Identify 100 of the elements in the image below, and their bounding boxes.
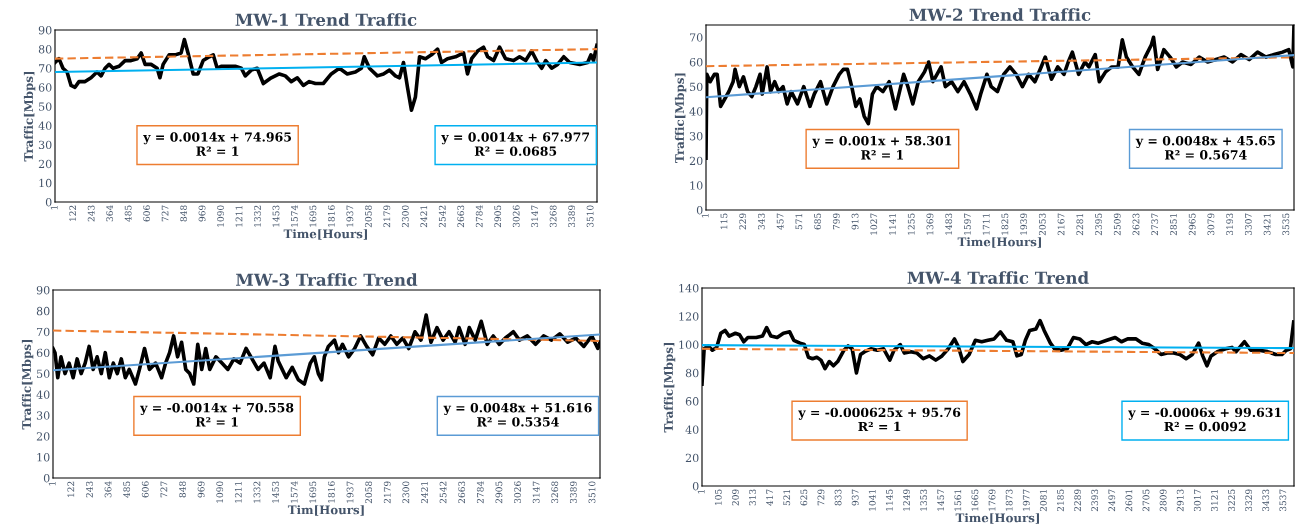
x-tick-label: 625 [800, 489, 808, 506]
annotation: y = 0.0048x + 51.616 R² = 0.5354 [443, 402, 592, 427]
x-tick-label: 3329 [1245, 489, 1253, 512]
x-tick-label: 2421 [420, 206, 428, 228]
x-tick-label: 417 [766, 489, 773, 506]
x-tick-label: 2913 [1176, 489, 1184, 512]
y-tick-label: 10 [690, 181, 703, 190]
y-tick-label: 80 [36, 306, 50, 316]
x-tick-label: 1977 [1022, 489, 1030, 511]
x-tick-label: 1825 [1001, 213, 1009, 235]
x-tick-label: 1041 [868, 490, 876, 511]
x-tick-label: 2809 [1159, 489, 1167, 512]
x-tick-label: 2784 [475, 205, 483, 228]
x-tick-label: 2905 [494, 205, 502, 228]
y-axis-title: Traffic[Mbps] [663, 342, 676, 433]
x-tick-label: 727 [160, 481, 168, 498]
x-tick-label: 243 [87, 205, 95, 222]
x-tick-label: 1369 [926, 213, 934, 235]
x-tick-label: 2905 [495, 481, 503, 504]
x-tick-label: 1937 [346, 481, 354, 503]
x-tick-label: 2393 [1091, 489, 1099, 512]
x-tick-label: 2509 [1113, 213, 1121, 236]
chart-title: MW-1 Trend Traffic [235, 13, 417, 27]
y-tick-label: 80 [38, 45, 52, 54]
y-tick-label: 0 [692, 481, 699, 491]
x-tick-label: 1816 [327, 205, 335, 227]
x-tick-label: 1353 [920, 489, 928, 511]
x-tick-label: 913 [851, 213, 859, 230]
x-tick-label: 2737 [1151, 213, 1159, 236]
y-tick-label: 70 [690, 33, 703, 42]
x-tick-label: 2167 [1057, 213, 1065, 236]
y-tick-label: 70 [39, 64, 52, 73]
y-tick-label: 50 [690, 82, 703, 92]
y-tick-label: 90 [38, 25, 52, 35]
x-tick-label: 1574 [291, 205, 298, 227]
x-tick-label: 2185 [1057, 489, 1064, 512]
x-tick-label: 2058 [365, 481, 373, 504]
x-tick-label: 833 [834, 489, 842, 506]
x-tick-label: 3389 [569, 481, 577, 504]
y-tick-label: 20 [36, 432, 50, 441]
x-tick-label: 799 [832, 213, 840, 230]
x-tick-label: 457 [776, 213, 784, 230]
x-axis-title: Tim[Hours] [287, 505, 364, 516]
x-tick-label: 2542 [438, 205, 446, 228]
annotation: y = -0.0006x + 99.631 R² = 0.0092 [1128, 407, 1281, 432]
y-tick-label: 0 [45, 197, 52, 207]
x-tick-label: 243 [86, 481, 93, 498]
x-tick-label: 1665 [971, 489, 979, 511]
x-tick-label: 3026 [514, 481, 521, 504]
x-tick-label: 485 [124, 205, 132, 222]
y-tick-label: 0 [696, 205, 703, 215]
annotation: y = 0.0014x + 74.965 R² = 1 [143, 132, 292, 156]
y-tick-label: 50 [39, 102, 52, 111]
x-tick-label: 2281 [1076, 214, 1084, 236]
x-tick-label: 2300 [402, 481, 410, 504]
x-tick-label: 606 [141, 481, 149, 498]
x-tick-label: 3079 [1207, 213, 1215, 236]
x-tick-label: 848 [180, 205, 187, 222]
x-tick-label: 1090 [217, 205, 224, 227]
x-tick-label: 2705 [1142, 489, 1150, 512]
x-tick-label: 1695 [309, 205, 317, 227]
x-tick-label: 727 [161, 205, 169, 222]
x-tick-label: 2965 [1188, 213, 1196, 236]
x-tick-label: 848 [179, 481, 186, 498]
x-tick-label: 3017 [1193, 489, 1201, 512]
x-tick-label: 1332 [254, 205, 261, 227]
y-tick-label: 30 [689, 131, 703, 141]
x-tick-label: 2851 [1170, 214, 1177, 236]
x-tick-label: 2421 [421, 482, 428, 504]
y-tick-label: 40 [689, 107, 703, 116]
y-tick-label: 0 [43, 473, 50, 483]
x-tick-label: 685 [814, 213, 821, 230]
x-tick-label: 1574 [290, 481, 298, 503]
y-tick-label: 120 [679, 312, 699, 321]
y-tick-label: 80 [685, 368, 699, 378]
x-tick-label: 521 [783, 490, 791, 506]
x-tick-label: 364 [106, 205, 114, 222]
annotation: y = -0.000625x + 95.76 R² = 1 [798, 407, 961, 432]
x-tick-label: 1873 [1005, 489, 1013, 511]
x-tick-label: 1561 [954, 490, 962, 511]
x-tick-label: 2601 [1125, 490, 1133, 512]
x-tick-label: 1453 [272, 205, 280, 227]
x-tick-label: 3121 [1211, 490, 1218, 512]
x-tick-label: 1 [697, 490, 705, 494]
x-tick-label: 343 [757, 213, 765, 230]
x-tick-label: 1937 [346, 205, 354, 227]
x-tick-label: 571 [795, 214, 803, 230]
x-tick-label: 1453 [272, 481, 279, 503]
x-tick-label: 1 [701, 214, 709, 218]
x-tick-label: 3193 [1226, 213, 1234, 236]
x-tick-label: 2081 [1039, 490, 1047, 512]
annotation: y = 0.001x + 58.301 R² = 1 [812, 135, 952, 160]
y-tick-label: 10 [39, 178, 52, 188]
x-tick-label: 2058 [364, 205, 372, 228]
x-tick-label: 1211 [234, 482, 242, 503]
x-tick-label: 1939 [1020, 213, 1028, 235]
y-tick-label: 60 [689, 57, 703, 67]
x-tick-label: 2300 [401, 205, 409, 228]
y-axis-title: Traffic[Mbps] [21, 339, 34, 430]
x-tick-label: 937 [851, 489, 859, 506]
